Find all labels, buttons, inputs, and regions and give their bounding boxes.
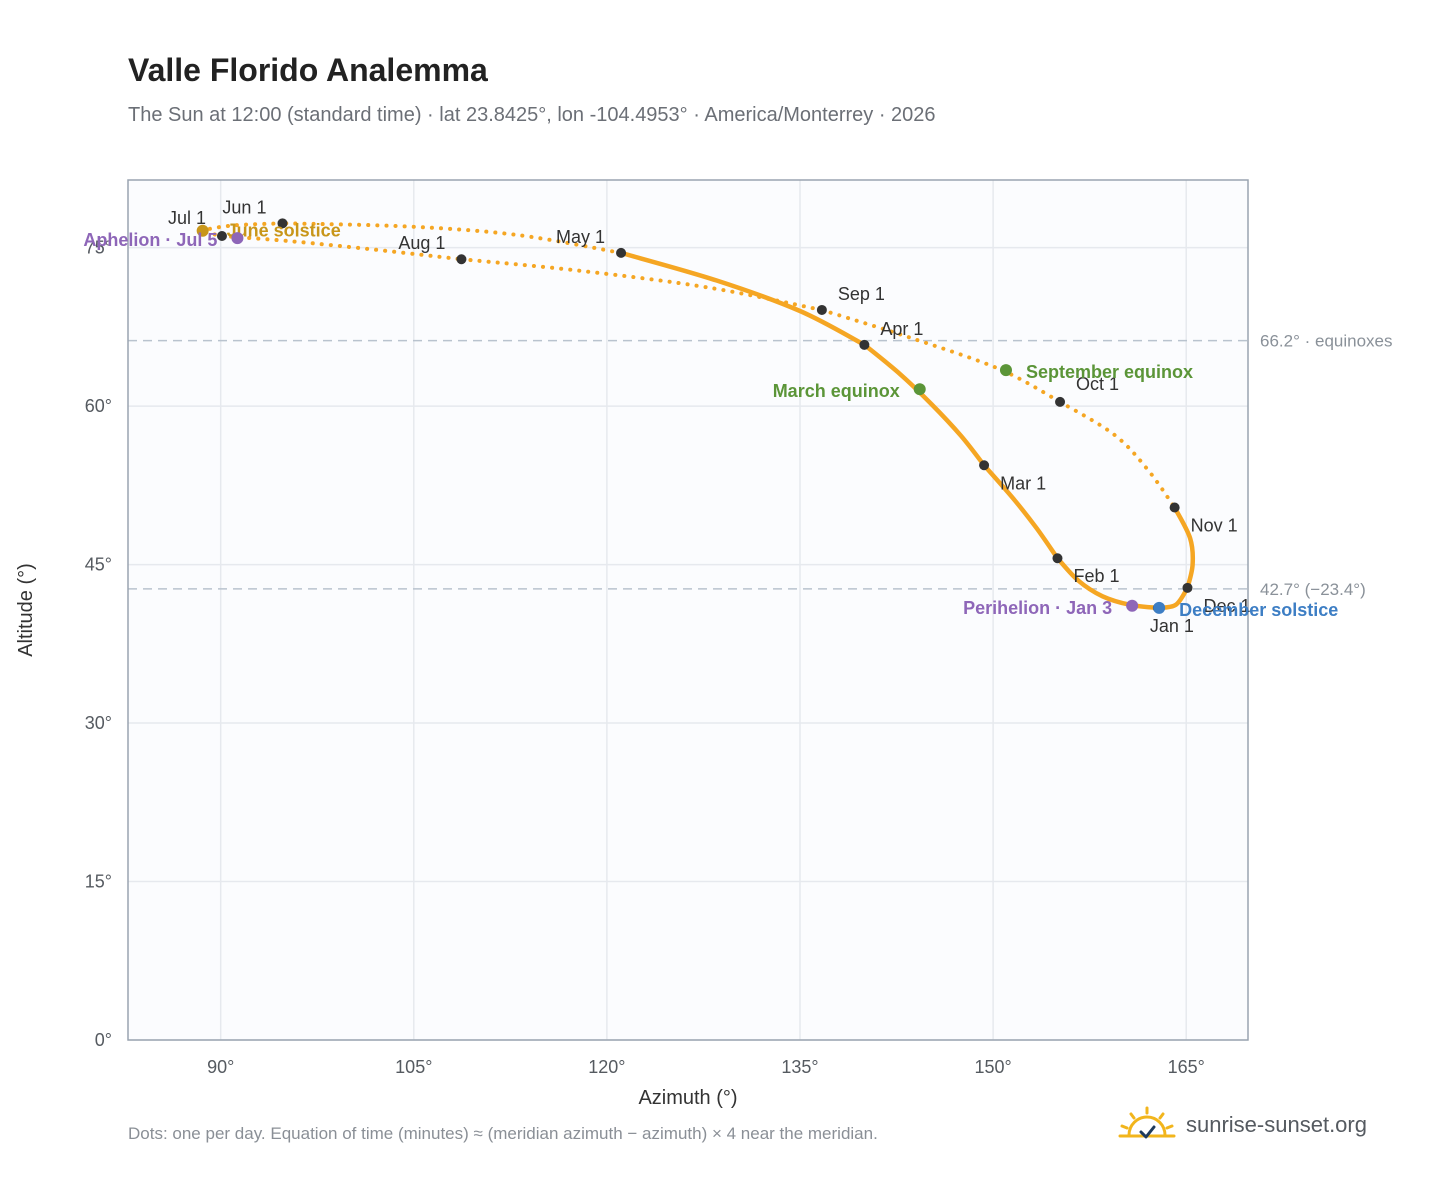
event-label: Aphelion · Jul 5	[83, 230, 217, 250]
reference-line-label: 42.7° (−23.4°)	[1260, 580, 1366, 599]
event-label: September equinox	[1026, 362, 1193, 382]
event-marker	[231, 232, 244, 245]
analemma-path-nov	[1172, 505, 1196, 591]
y-tick-label: 0°	[95, 1030, 112, 1050]
month-label: Dec 1	[1203, 596, 1250, 616]
month-label: Aug 1	[398, 233, 445, 253]
x-tick-label: 120°	[588, 1057, 625, 1077]
month-label: Apr 1	[880, 319, 923, 339]
event-marker	[999, 364, 1012, 377]
month-label: Jul 1	[168, 208, 206, 228]
plot-area	[128, 180, 1248, 1040]
analemma-path-mar	[862, 342, 987, 468]
x-tick-label: 90°	[207, 1057, 234, 1077]
month-marker	[979, 460, 990, 471]
analemma-path-oct	[1058, 399, 1177, 510]
month-marker	[1052, 553, 1063, 564]
event-label: Perihelion · Jan 3	[963, 598, 1112, 618]
y-tick-label: 45°	[85, 555, 112, 575]
event-label: December solstice	[1179, 600, 1338, 620]
y-tick-label: 15°	[85, 872, 112, 892]
analemma-path-jan	[1055, 555, 1161, 611]
month-marker	[1055, 396, 1066, 407]
event-marker	[1153, 601, 1166, 614]
event-label: June solstice	[227, 221, 341, 241]
x-tick-label: 105°	[395, 1057, 432, 1077]
analemma-path-may	[280, 221, 624, 255]
analemma-path-sep	[819, 308, 1062, 404]
event-marker	[196, 224, 209, 237]
month-marker	[277, 218, 288, 229]
month-label: Nov 1	[1191, 516, 1238, 536]
y-tick-label: 60°	[85, 396, 112, 416]
month-marker	[816, 304, 827, 315]
chart-subtitle: The Sun at 12:00 (standard time) · lat 2…	[128, 104, 936, 126]
y-tick-label: 75°	[85, 238, 112, 258]
y-axis-title: Altitude (°)	[15, 563, 37, 657]
reference-line-label: 66.2° · equinoxes	[1260, 332, 1393, 351]
event-marker	[913, 383, 926, 396]
x-tick-label: 165°	[1168, 1057, 1205, 1077]
chart-title: Valle Florido Analemma	[128, 52, 488, 88]
event-marker	[1126, 599, 1139, 612]
y-tick-label: 30°	[85, 713, 112, 733]
analemma-path-feb	[981, 463, 1060, 561]
x-axis-title: Azimuth (°)	[638, 1087, 737, 1109]
month-label: Sep 1	[838, 284, 885, 304]
analemma-path-apr	[618, 250, 867, 348]
month-marker	[1182, 582, 1193, 593]
footnote: Dots: one per day. Equation of time (min…	[128, 1124, 878, 1143]
analemma-path-aug	[459, 257, 824, 312]
month-marker	[456, 254, 467, 265]
month-marker	[616, 247, 627, 258]
month-label: Oct 1	[1076, 374, 1119, 394]
month-marker	[216, 230, 227, 241]
month-marker	[1169, 502, 1180, 513]
month-label: May 1	[556, 227, 605, 247]
sun-check-icon	[1118, 1106, 1176, 1139]
month-label: Feb 1	[1073, 566, 1119, 586]
month-marker	[859, 339, 870, 350]
x-tick-label: 150°	[974, 1057, 1011, 1077]
month-label: Jun 1	[222, 197, 266, 217]
plot-frame	[127, 179, 1249, 1041]
brand-name: sunrise-sunset.org	[1186, 1112, 1367, 1137]
brand[interactable]: sunrise-sunset.org	[1118, 1100, 1367, 1150]
x-tick-label: 135°	[781, 1057, 818, 1077]
month-label: Mar 1	[1000, 473, 1046, 493]
month-label: Jan 1	[1150, 616, 1194, 636]
event-label: March equinox	[773, 381, 900, 401]
